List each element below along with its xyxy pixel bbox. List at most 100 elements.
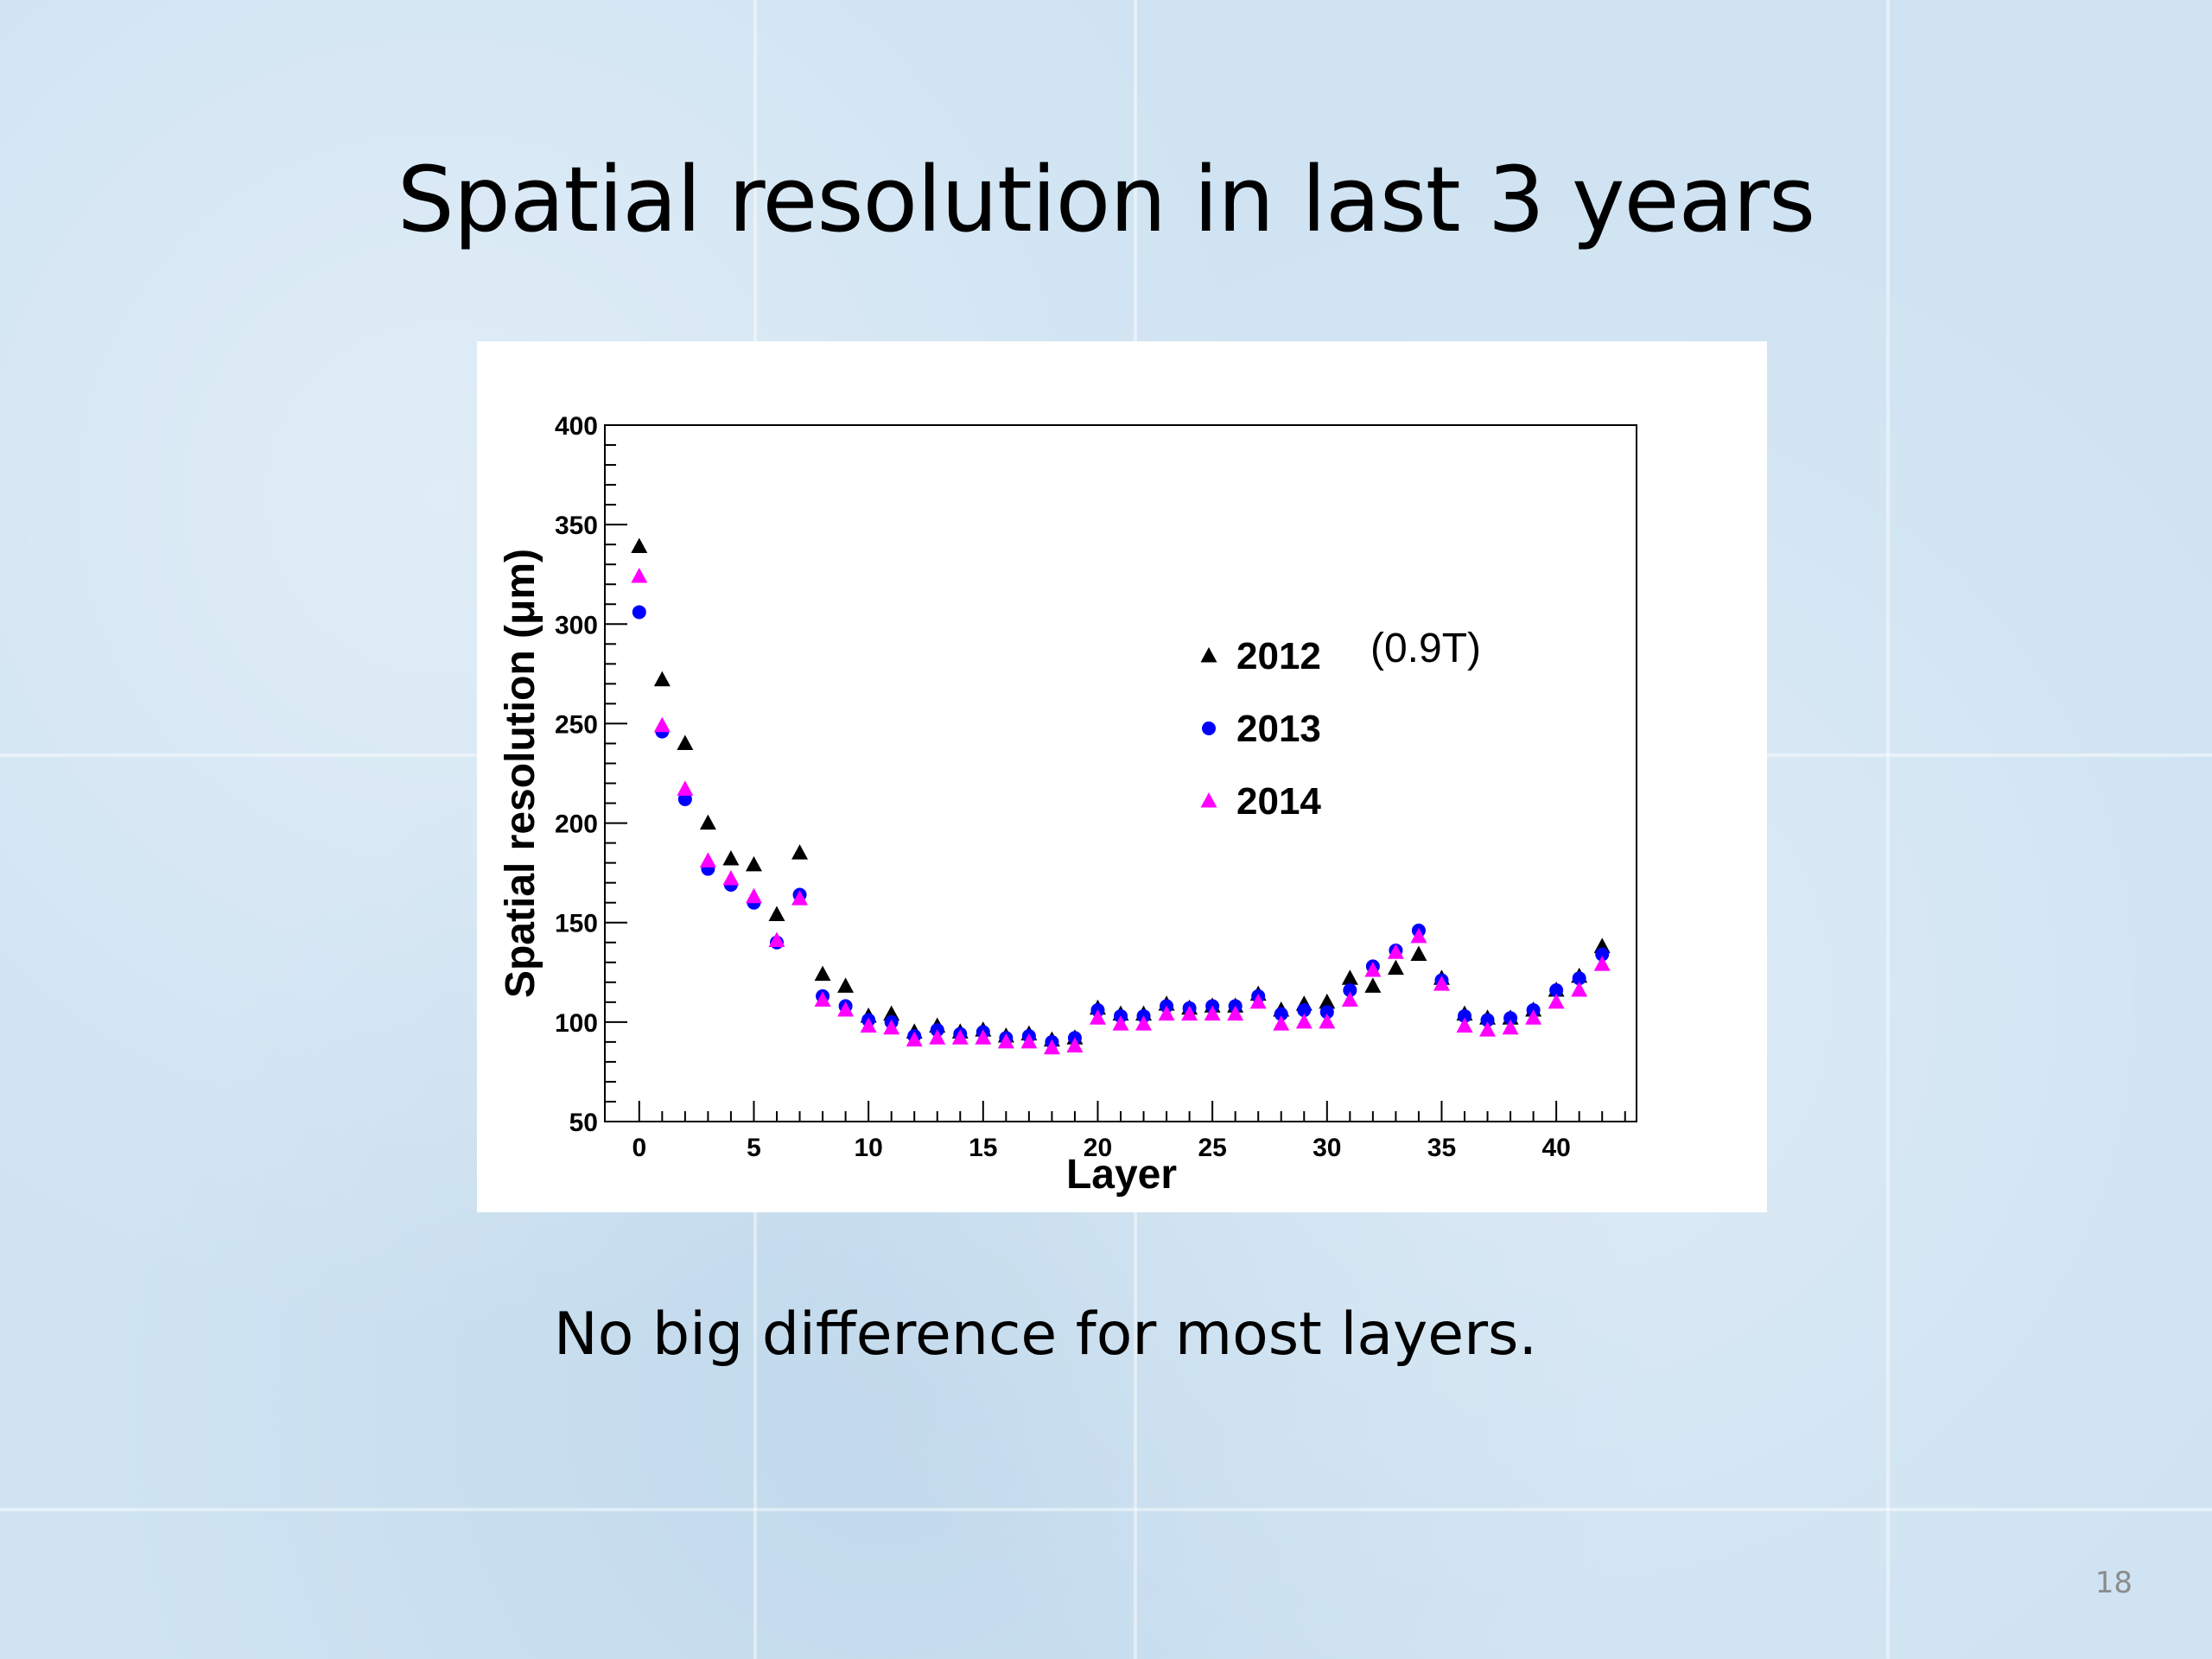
background-tile-seam	[1886, 0, 1890, 1659]
data-point-2014	[1066, 1037, 1084, 1052]
data-point-2012	[837, 977, 855, 993]
legend-label-2013: 2013	[1236, 708, 1321, 750]
data-point-2013	[632, 605, 646, 620]
x-tick-label: 30	[1313, 1134, 1341, 1162]
data-point-2014	[768, 931, 785, 947]
y-axis-title: Spatial resolution (μm)	[498, 549, 543, 998]
y-tick-label: 200	[555, 810, 598, 839]
data-point-2014	[1295, 1013, 1313, 1029]
data-point-2014	[1433, 976, 1450, 991]
data-point-2014	[699, 852, 716, 868]
legend-annotation: (0.9T)	[1370, 626, 1481, 671]
data-point-2014	[860, 1017, 877, 1033]
data-point-2014	[906, 1031, 923, 1047]
x-tick-label: 10	[854, 1134, 882, 1162]
data-point-2014	[1571, 982, 1588, 997]
data-point-2014	[1158, 1005, 1175, 1021]
scatter-chart: 50 100 150 200 250 300 350 400 0 5 10 15 20 25 30 35 40 L…	[498, 412, 1637, 1198]
x-tick-label: 20	[1084, 1134, 1112, 1162]
data-point-2014	[997, 1033, 1014, 1049]
legend-marker-2014	[1200, 792, 1217, 808]
data-point-2013	[1549, 983, 1564, 998]
data-point-2012	[631, 537, 648, 553]
data-point-2014	[1020, 1033, 1038, 1049]
data-point-2013	[1297, 1003, 1312, 1018]
y-tick-label: 400	[555, 412, 598, 441]
data-point-2014	[1135, 1015, 1153, 1031]
legend-marker-2013	[1202, 721, 1216, 735]
data-point-2013	[1503, 1011, 1518, 1026]
page-number: 18	[2094, 1566, 2133, 1600]
data-point-2012	[1319, 993, 1336, 1009]
data-point-2014	[1249, 993, 1267, 1009]
data-point-2014	[975, 1029, 992, 1045]
data-point-2014	[1089, 1009, 1106, 1025]
data-point-2014	[1593, 956, 1611, 971]
data-point-2013	[1480, 1013, 1495, 1027]
slide-title: Spatial resolution in last 3 years	[397, 147, 1815, 252]
data-point-2014	[1204, 1005, 1221, 1021]
data-point-2012	[1387, 959, 1404, 976]
x-tick-label: 0	[632, 1134, 646, 1162]
y-tick-label: 350	[555, 512, 598, 540]
data-point-2012	[768, 906, 785, 922]
data-point-2014	[1273, 1015, 1290, 1031]
data-point-2014	[1479, 1021, 1497, 1037]
data-point-2014	[837, 1001, 855, 1017]
data-point-2012	[677, 734, 694, 750]
x-axis-title: Layer	[1066, 1152, 1177, 1198]
data-point-2014	[1319, 1013, 1336, 1029]
data-point-2014	[1548, 993, 1565, 1009]
data-point-2014	[814, 991, 831, 1007]
data-point-2014	[631, 568, 648, 583]
data-point-2013	[1274, 1007, 1288, 1021]
data-point-2012	[699, 814, 716, 830]
legend-label-2012: 2012	[1236, 635, 1321, 677]
y-tick-label: 300	[555, 611, 598, 639]
data-point-2013	[1458, 1008, 1471, 1023]
legend-label-2014: 2014	[1236, 780, 1321, 823]
data-point-2014	[1043, 1039, 1060, 1055]
data-point-2012	[1410, 945, 1427, 962]
x-tick-label: 15	[969, 1134, 997, 1162]
data-point-2014	[1112, 1015, 1129, 1031]
data-point-2012	[1364, 977, 1382, 993]
slide-caption: No big difference for most layers.	[553, 1300, 1538, 1369]
x-tick-label: 5	[747, 1134, 761, 1162]
data-point-2014	[677, 780, 694, 796]
y-tick-label: 150	[555, 910, 598, 938]
data-point-2014	[1456, 1017, 1473, 1033]
data-point-2013	[677, 791, 692, 806]
data-point-2014	[1181, 1005, 1198, 1021]
data-point-2012	[745, 855, 762, 872]
x-tick-label: 35	[1427, 1134, 1456, 1162]
data-point-2014	[653, 716, 671, 733]
data-point-2014	[745, 887, 762, 904]
data-point-2012	[722, 850, 740, 866]
data-point-2012	[653, 671, 671, 687]
data-point-2013	[1572, 971, 1586, 986]
x-tick-label: 40	[1541, 1134, 1570, 1162]
data-point-2014	[1502, 1019, 1519, 1035]
data-point-2013	[1595, 947, 1610, 962]
data-point-2014	[1410, 927, 1427, 944]
data-point-2014	[951, 1029, 969, 1045]
data-point-2012	[791, 844, 809, 860]
data-point-2014	[1387, 944, 1404, 959]
data-point-2014	[722, 870, 740, 886]
data-point-2014	[1525, 1009, 1542, 1025]
data-point-2014	[929, 1029, 946, 1045]
y-tick-label: 250	[555, 710, 598, 739]
data-point-2014	[883, 1019, 900, 1035]
data-point-2014	[1341, 991, 1358, 1007]
background-tile-seam	[0, 1508, 2212, 1511]
y-tick-label: 50	[569, 1109, 598, 1137]
data-point-2014	[1364, 961, 1382, 977]
data-point-2014	[791, 890, 809, 906]
legend-marker-2012	[1200, 647, 1217, 663]
data-point-2013	[1343, 983, 1357, 998]
x-tick-label: 25	[1198, 1134, 1226, 1162]
chart-panel: 50 100 150 200 250 300 350 400 0 5 10 15 20 25 30 35 40 L…	[477, 341, 1767, 1212]
y-tick-label: 100	[555, 1009, 598, 1038]
